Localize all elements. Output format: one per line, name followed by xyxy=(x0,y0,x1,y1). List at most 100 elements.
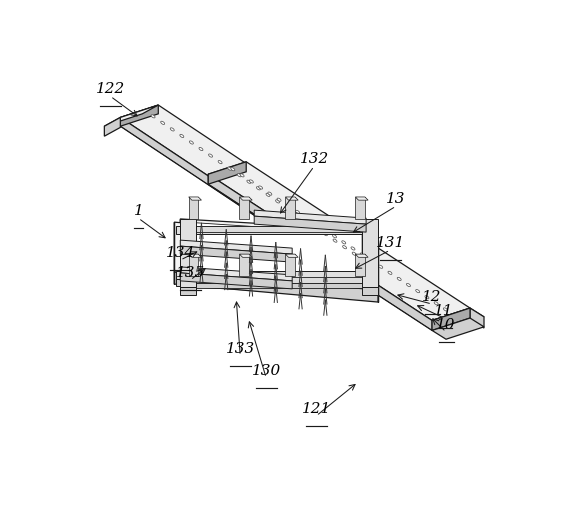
Ellipse shape xyxy=(259,273,263,275)
Ellipse shape xyxy=(351,279,354,281)
Polygon shape xyxy=(192,223,362,282)
Ellipse shape xyxy=(332,235,336,238)
Ellipse shape xyxy=(205,273,209,275)
Ellipse shape xyxy=(270,273,274,275)
Polygon shape xyxy=(285,254,295,276)
Polygon shape xyxy=(174,272,378,302)
Ellipse shape xyxy=(247,279,250,281)
Ellipse shape xyxy=(249,273,252,275)
Ellipse shape xyxy=(281,273,285,275)
Ellipse shape xyxy=(281,231,285,233)
Polygon shape xyxy=(208,162,246,184)
Polygon shape xyxy=(189,254,201,257)
Ellipse shape xyxy=(216,231,220,233)
Polygon shape xyxy=(355,254,368,257)
Ellipse shape xyxy=(257,187,261,190)
Polygon shape xyxy=(355,197,368,200)
Ellipse shape xyxy=(227,273,231,275)
Ellipse shape xyxy=(200,279,203,281)
Ellipse shape xyxy=(416,290,420,293)
Ellipse shape xyxy=(342,241,346,244)
Ellipse shape xyxy=(320,230,324,232)
Ellipse shape xyxy=(281,279,285,281)
Ellipse shape xyxy=(259,186,262,189)
Polygon shape xyxy=(104,117,121,136)
Ellipse shape xyxy=(276,200,280,203)
Ellipse shape xyxy=(266,193,270,196)
Polygon shape xyxy=(254,216,366,232)
Ellipse shape xyxy=(259,231,263,233)
Ellipse shape xyxy=(205,231,209,233)
Polygon shape xyxy=(180,283,374,288)
Text: 132: 132 xyxy=(300,152,329,166)
Ellipse shape xyxy=(227,231,231,233)
Polygon shape xyxy=(432,308,484,329)
Polygon shape xyxy=(470,308,484,328)
Ellipse shape xyxy=(313,273,317,275)
Ellipse shape xyxy=(313,231,317,233)
Polygon shape xyxy=(239,197,249,219)
Polygon shape xyxy=(121,105,396,276)
Text: 13: 13 xyxy=(386,192,406,206)
Ellipse shape xyxy=(231,230,234,232)
Text: 11: 11 xyxy=(435,304,454,318)
Polygon shape xyxy=(362,219,378,287)
Ellipse shape xyxy=(197,230,201,232)
Text: 12: 12 xyxy=(422,290,442,304)
Ellipse shape xyxy=(367,273,371,275)
Ellipse shape xyxy=(305,279,308,281)
Ellipse shape xyxy=(346,231,349,233)
Polygon shape xyxy=(355,254,365,276)
Polygon shape xyxy=(121,117,358,284)
Ellipse shape xyxy=(242,230,245,232)
Ellipse shape xyxy=(285,207,289,210)
Text: 1: 1 xyxy=(133,204,143,218)
Ellipse shape xyxy=(370,259,374,262)
Polygon shape xyxy=(180,273,292,289)
Ellipse shape xyxy=(170,128,174,131)
Ellipse shape xyxy=(208,154,212,157)
Polygon shape xyxy=(180,240,292,254)
Ellipse shape xyxy=(339,279,343,281)
Ellipse shape xyxy=(292,273,295,275)
Polygon shape xyxy=(180,287,196,295)
Polygon shape xyxy=(239,197,252,200)
Ellipse shape xyxy=(367,231,371,233)
Text: 135: 135 xyxy=(176,266,205,280)
Ellipse shape xyxy=(388,271,392,275)
Ellipse shape xyxy=(444,308,447,311)
Ellipse shape xyxy=(277,198,281,201)
Polygon shape xyxy=(180,277,374,283)
Polygon shape xyxy=(189,197,201,200)
Ellipse shape xyxy=(208,230,212,232)
Polygon shape xyxy=(176,226,376,234)
Polygon shape xyxy=(180,219,196,287)
Ellipse shape xyxy=(346,273,349,275)
Ellipse shape xyxy=(302,273,306,275)
Polygon shape xyxy=(180,226,374,232)
Ellipse shape xyxy=(343,245,347,249)
Ellipse shape xyxy=(180,134,184,138)
Ellipse shape xyxy=(195,273,199,275)
Ellipse shape xyxy=(161,121,165,125)
Ellipse shape xyxy=(309,230,312,232)
Ellipse shape xyxy=(184,273,188,275)
Ellipse shape xyxy=(268,192,272,195)
Ellipse shape xyxy=(216,273,220,275)
Ellipse shape xyxy=(324,231,328,233)
Ellipse shape xyxy=(352,252,356,255)
Polygon shape xyxy=(239,254,249,276)
Ellipse shape xyxy=(298,230,301,232)
Text: 121: 121 xyxy=(301,402,331,416)
Polygon shape xyxy=(180,275,374,297)
Polygon shape xyxy=(432,308,470,331)
Polygon shape xyxy=(189,254,198,276)
Polygon shape xyxy=(121,105,158,126)
Ellipse shape xyxy=(354,230,357,232)
Ellipse shape xyxy=(323,228,327,232)
Polygon shape xyxy=(104,105,158,126)
Ellipse shape xyxy=(406,283,410,286)
Polygon shape xyxy=(239,254,252,257)
Ellipse shape xyxy=(189,141,193,144)
Polygon shape xyxy=(208,162,470,320)
